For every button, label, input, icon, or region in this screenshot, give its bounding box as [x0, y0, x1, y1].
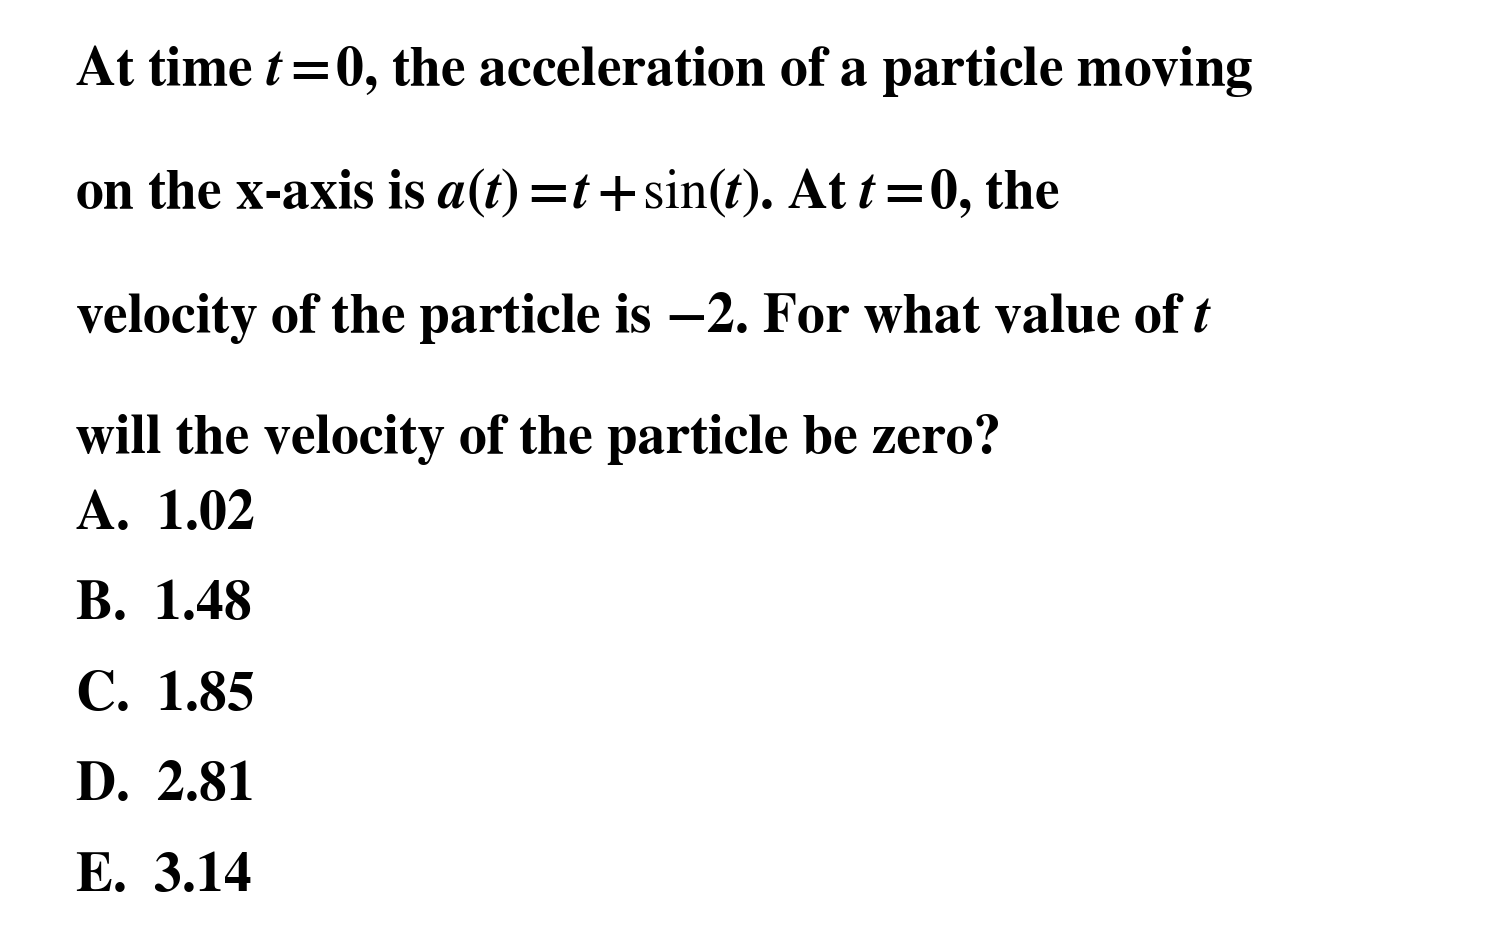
Text: C.  $\boldsymbol{1.85}$: C. $\boldsymbol{1.85}$ [75, 671, 255, 722]
Text: A.  $\boldsymbol{1.02}$: A. $\boldsymbol{1.02}$ [75, 490, 255, 541]
Text: At time $\boldsymbol{t = 0}$, the acceleration of a particle moving: At time $\boldsymbol{t = 0}$, the accele… [75, 43, 1254, 99]
Text: velocity of the particle is $\boldsymbol{-2}$. For what value of $\boldsymbol{t}: velocity of the particle is $\boldsymbol… [75, 290, 1212, 347]
Text: on the x-axis is $\boldsymbol{a(t) = t + \sin(t)}$. At $\boldsymbol{t = 0}$, the: on the x-axis is $\boldsymbol{a(t) = t +… [75, 167, 1060, 220]
Text: E.  $\boldsymbol{3.14}$: E. $\boldsymbol{3.14}$ [75, 852, 252, 902]
Text: D.  $\boldsymbol{2.81}$: D. $\boldsymbol{2.81}$ [75, 762, 252, 812]
Text: B.  $\boldsymbol{1.48}$: B. $\boldsymbol{1.48}$ [75, 581, 250, 631]
Text: will the velocity of the particle be zero?: will the velocity of the particle be zer… [75, 414, 1000, 466]
